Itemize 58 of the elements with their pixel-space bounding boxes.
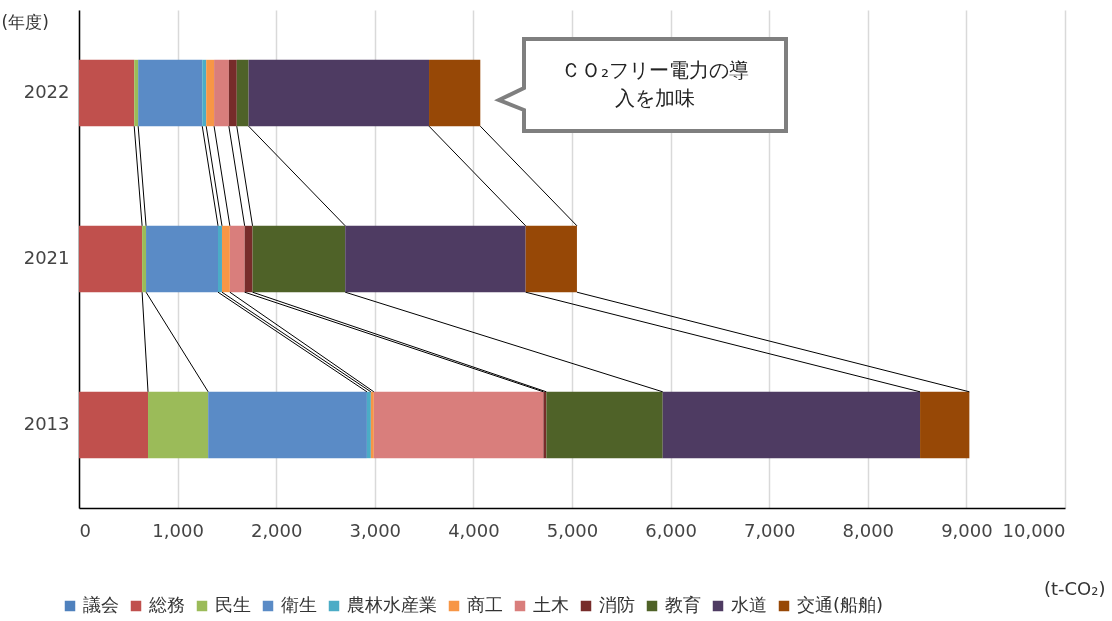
bar [79,391,149,459]
bar [221,225,230,293]
bar [146,225,219,293]
bar [429,59,481,127]
legend-label: 土木 [533,594,569,615]
bar [138,59,203,127]
bar [525,225,577,293]
legend-label: 教育 [665,594,701,615]
legend-label: 民生 [215,594,251,615]
y-tick-label: 2013 [23,413,70,434]
legend-label: 水道 [731,594,767,615]
legend-label: 農林水産業 [347,594,437,615]
bar [373,391,544,459]
bar [248,59,430,127]
x-tick-label: 10,000 [1002,519,1066,541]
bar [208,391,367,459]
x-tick-label: 5,000 [546,519,599,541]
bar [229,225,245,293]
bar [543,391,547,459]
bar [228,59,237,127]
bar [202,59,207,127]
bar [244,225,253,293]
legend-label: 交通(船舶) [797,594,884,615]
legend-label: 総務 [148,594,185,615]
bar [252,225,346,293]
bar [142,225,147,293]
legend-label: 消防 [599,594,635,615]
bar [218,225,222,293]
bar [370,391,374,459]
bar [345,225,526,293]
legend-label: 商工 [467,594,503,615]
bar [236,59,249,127]
bar [662,391,921,459]
annotation: ＣＯ₂フリー電力の導入を加味 [560,57,750,112]
y-axis-title: (年度) [1,11,49,32]
bar [79,59,135,127]
x-tick-label: 3,000 [349,519,402,541]
x-tick-label: 6,000 [645,519,697,541]
bar [546,391,663,459]
y-tick-label: 2022 [23,81,70,102]
x-tick-label: 7,000 [743,519,796,541]
legend-label: 衛生 [281,594,317,615]
bar [79,225,143,293]
x-tick-label: 1,000 [152,519,204,541]
y-tick-label: 2021 [23,247,70,268]
bar [134,59,139,127]
bar [206,59,215,127]
bar [920,391,970,459]
x-axis-title: (t-CO₂) [1043,577,1106,599]
bar [214,59,229,127]
x-tick-label: 9,000 [941,519,993,541]
x-tick-label: 4,000 [448,519,500,541]
x-tick-label: 0 [79,519,91,541]
x-tick-label: 8,000 [842,519,895,541]
bar [366,391,371,459]
bar [148,391,209,459]
legend-label: 議会 [83,594,119,615]
x-tick-label: 2,000 [250,519,303,541]
